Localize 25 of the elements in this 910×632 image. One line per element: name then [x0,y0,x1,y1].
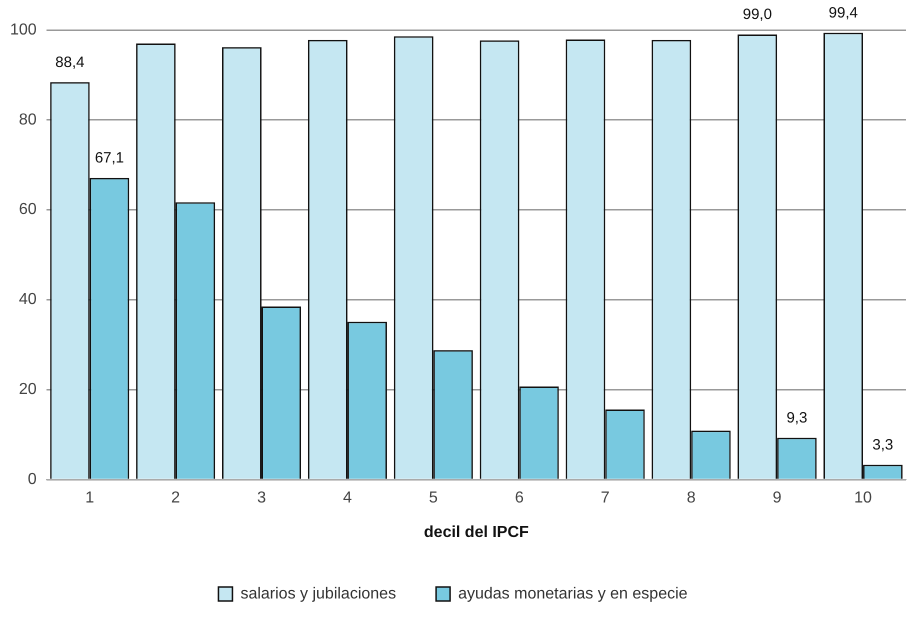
legend-label: salarios y jubilaciones [240,585,396,602]
data-label: 3,3 [872,436,894,454]
legend-label: ayudas monetarias y en especie [458,585,688,602]
x-tick-label: 3 [257,490,266,507]
data-label: 9,3 [786,409,808,426]
x-tick-label: 2 [171,490,180,507]
y-tick-label: 60 [18,201,37,218]
data-label: 99,0 [742,6,772,24]
x-tick-label: 10 [854,490,872,507]
x-tick-label: 6 [514,490,524,507]
y-tick-label: 0 [28,471,37,488]
x-tick-label: 8 [686,490,696,507]
data-label: 99,4 [828,4,858,22]
x-tick-label: 5 [428,490,438,507]
x-tick-label: 7 [600,490,610,507]
y-tick-label: 80 [18,111,37,128]
x-tick-label: 4 [343,490,352,507]
x-axis-title: decil del IPCF [424,524,530,541]
x-tick-label: 9 [772,490,782,507]
data-label: 88,4 [55,54,84,71]
y-tick-label: 20 [18,381,37,398]
y-tick-label: 100 [10,21,37,38]
data-label: 67,1 [94,150,124,167]
y-tick-label: 40 [18,291,37,308]
x-tick-label: 1 [85,490,94,507]
